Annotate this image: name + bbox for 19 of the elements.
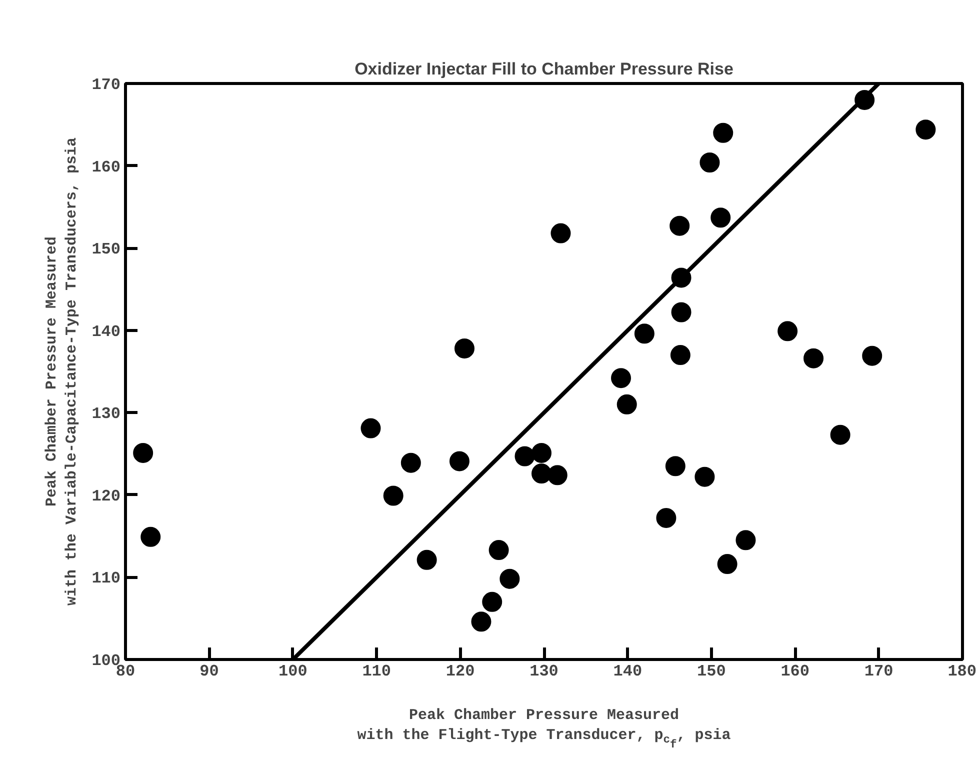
x-tick-label: 170	[864, 662, 894, 680]
x-tick-label: 130	[530, 662, 558, 680]
y-tick-label: 170	[92, 76, 121, 94]
y-tick-label: 120	[92, 487, 121, 506]
x-tick-label: 150	[697, 662, 726, 680]
x-tick-label: 120	[446, 662, 475, 680]
y-tick-label: 130	[92, 405, 121, 424]
x-tick-label: 180	[948, 662, 976, 680]
y-tick-label: 140	[92, 322, 121, 341]
y-tick-label: 160	[92, 158, 121, 176]
x-tick-label: 160	[780, 662, 810, 680]
y-tick-label: 150	[92, 240, 121, 259]
x-tick-label: 100	[278, 662, 308, 680]
y-axis-title: Peak Chamber Pressure Measured with the Variable-Capacitance-Type Transducers, psia	[43, 137, 81, 606]
x-tick-label: 90	[200, 662, 219, 680]
x-tick-label: 140	[613, 662, 642, 680]
x-tick-label: 110	[362, 662, 392, 680]
y-tick-label: 110	[92, 570, 121, 588]
chart-title: Oxidizer Injectar Fill to Chamber Pressure Rise	[354, 60, 734, 78]
